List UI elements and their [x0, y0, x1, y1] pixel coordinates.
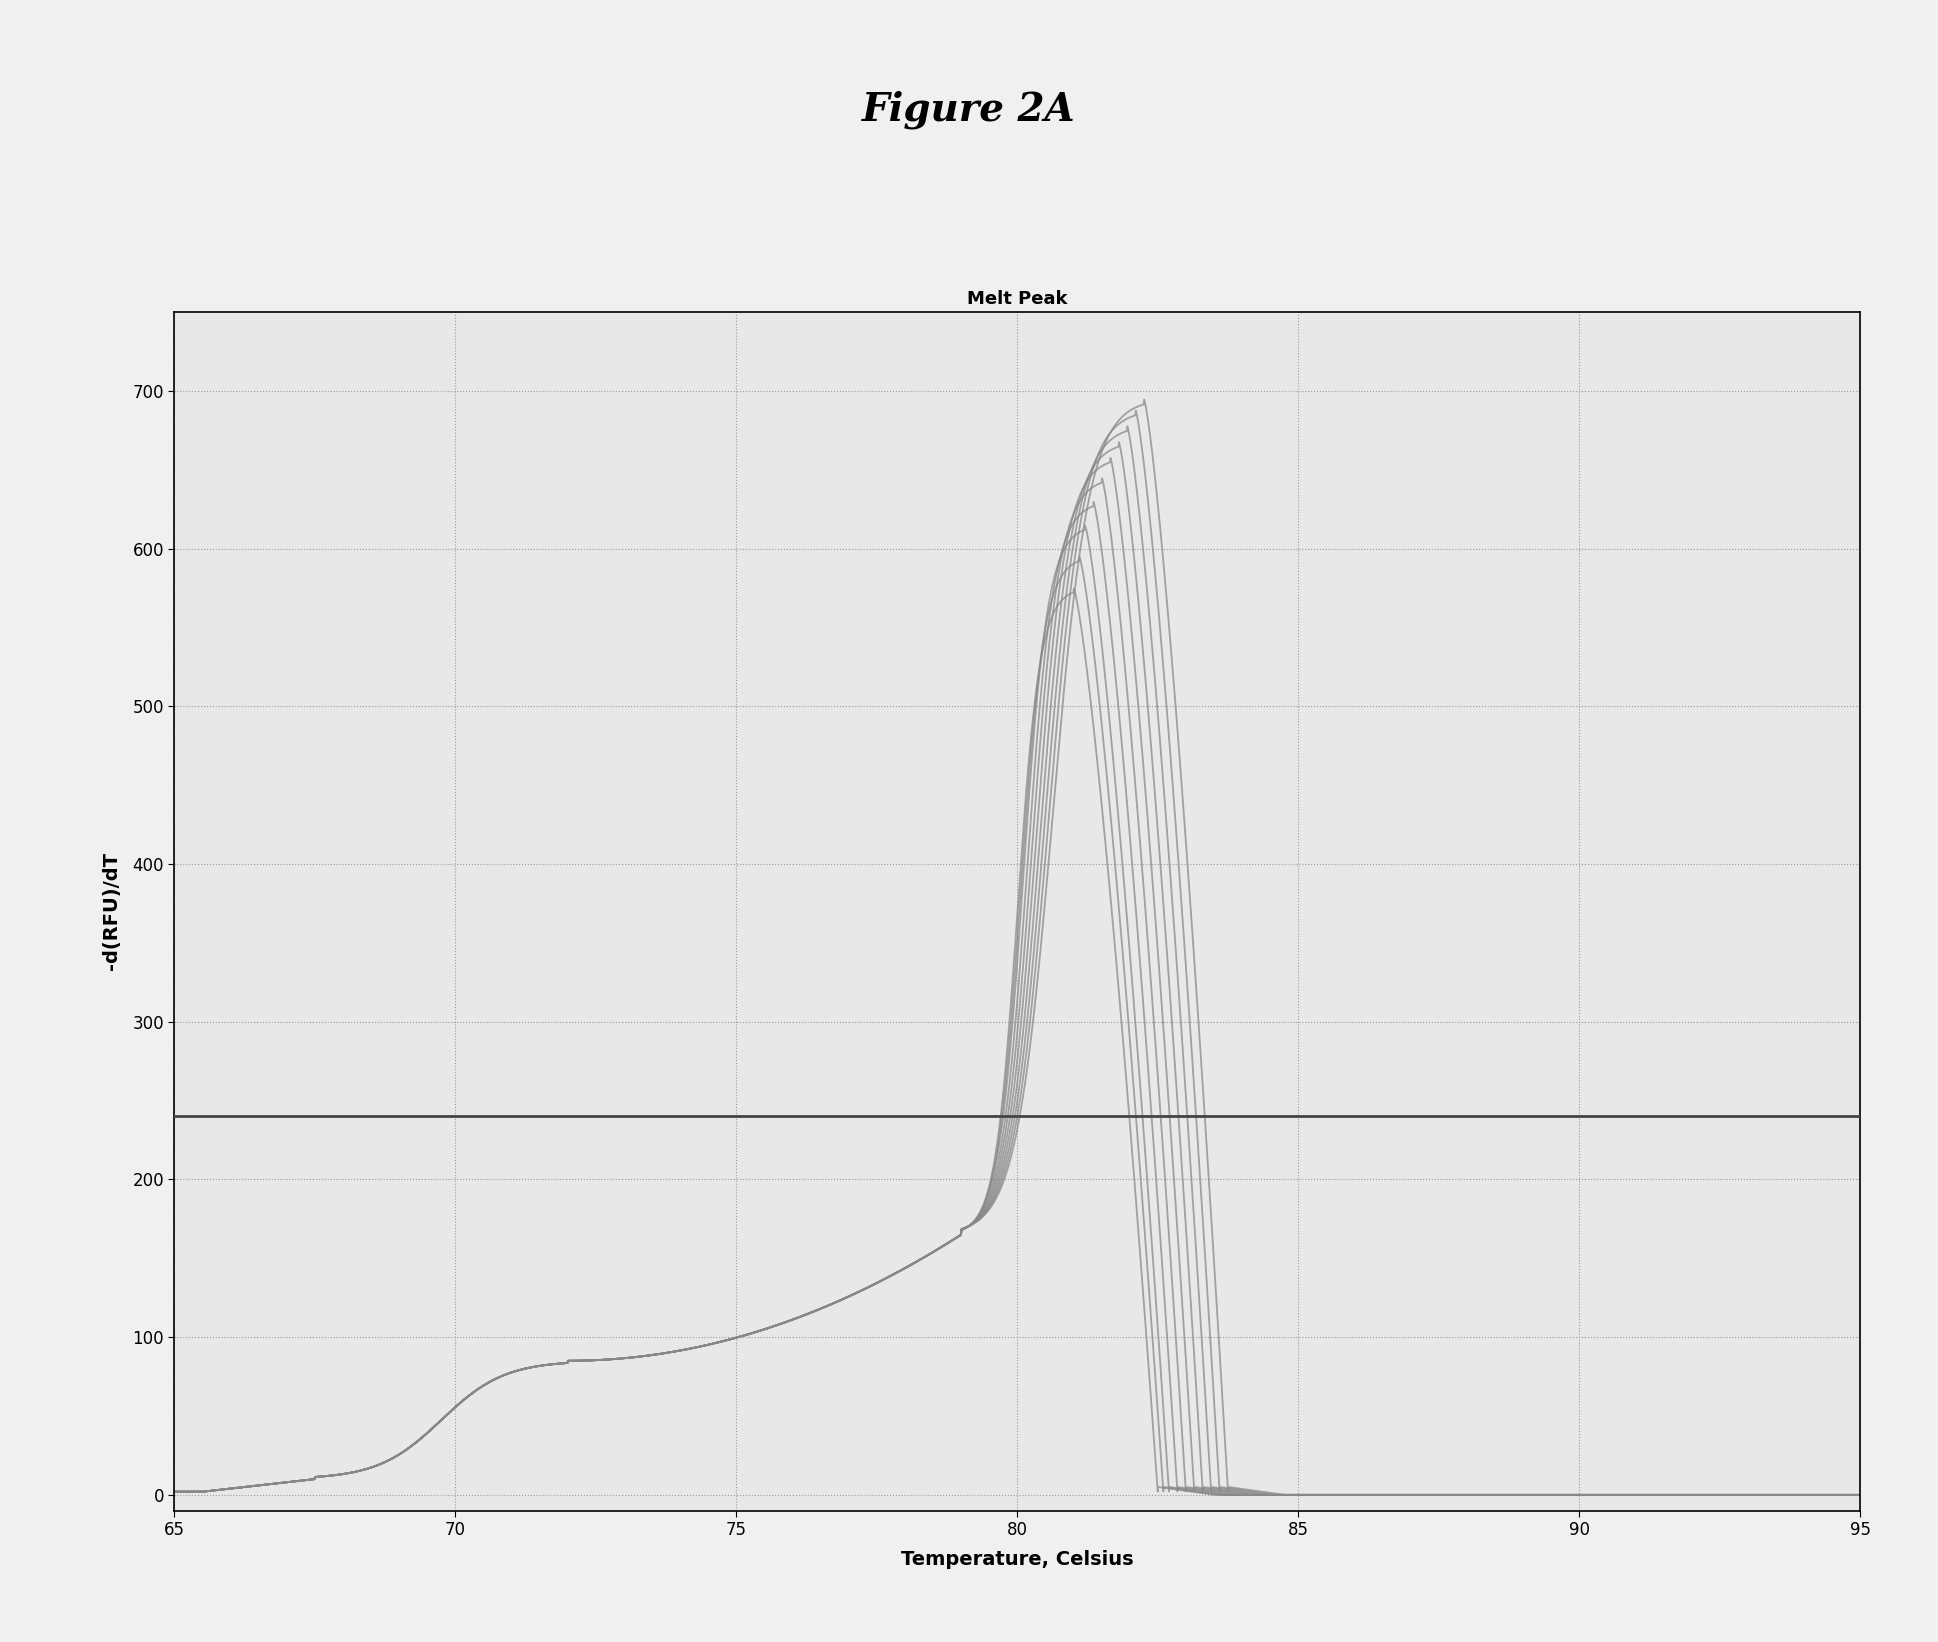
X-axis label: Temperature, Celsius: Temperature, Celsius [901, 1550, 1134, 1570]
Y-axis label: -d(RFU)/dT: -d(RFU)/dT [103, 852, 122, 970]
Title: Melt Peak: Melt Peak [967, 289, 1068, 307]
Text: Figure 2A: Figure 2A [862, 90, 1076, 128]
